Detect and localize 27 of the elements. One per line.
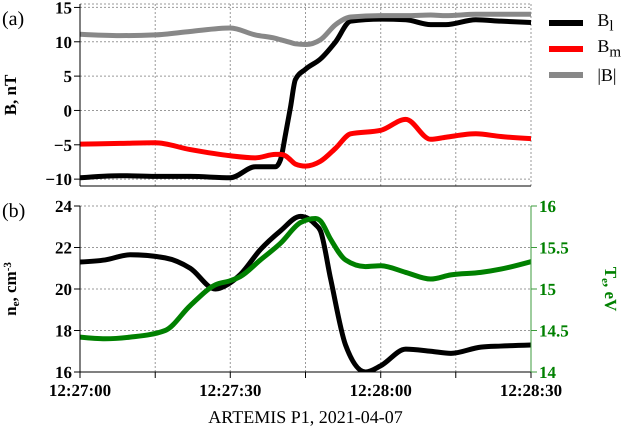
- x-tick-label: 12:27:30: [199, 381, 262, 400]
- y-tick-label: 10: [55, 32, 72, 52]
- y2-tick-label: 16: [539, 197, 556, 216]
- x-tick-label: 12:28:00: [350, 381, 412, 400]
- y-tick-label: −5: [54, 136, 72, 155]
- y-tick-label: 0: [64, 101, 72, 120]
- y-tick-label: 15: [55, 0, 72, 18]
- legend-label: |B|: [597, 64, 617, 86]
- y-tick-label: 5: [64, 67, 72, 86]
- y2-tick-label: 14.5: [539, 322, 569, 341]
- y-tick-label: −10: [45, 170, 72, 190]
- y-tick-label: 18: [55, 322, 72, 341]
- x-axis-title: ARTEMIS P1, 2021-04-07: [207, 407, 404, 428]
- text: (a): [2, 8, 24, 31]
- x-tick-label: 12:27:00: [48, 381, 112, 400]
- y-tick-label: 16: [55, 363, 72, 382]
- y-tick-label: 24: [55, 197, 72, 216]
- y2-tick-label: 14: [539, 363, 556, 382]
- y2-tick-label: 15: [539, 280, 556, 300]
- legend-label: B$_{l}$: [597, 10, 614, 36]
- y-tick-label: 20: [55, 280, 72, 300]
- y-tick-label: 22: [55, 238, 72, 258]
- y-axis-title: B, nT: [1, 74, 20, 116]
- text: (b): [2, 200, 26, 223]
- legend-label: B$_{m}$: [597, 36, 621, 62]
- x-tick-label: 12:28:30: [500, 381, 562, 400]
- y2-tick-label: 15.5: [539, 238, 569, 258]
